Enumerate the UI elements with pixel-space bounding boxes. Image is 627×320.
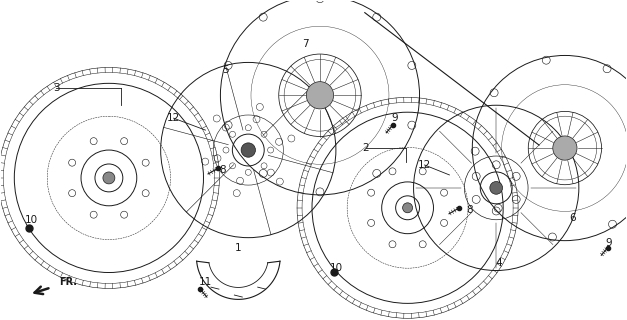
- Text: 10: 10: [24, 215, 38, 225]
- Text: 3: 3: [53, 83, 60, 93]
- Text: 9: 9: [606, 238, 612, 248]
- Text: 8: 8: [466, 205, 473, 215]
- Text: 1: 1: [235, 243, 241, 252]
- Text: 5: 5: [222, 65, 229, 76]
- Circle shape: [403, 203, 413, 213]
- Text: 4: 4: [496, 258, 502, 268]
- Text: FR.: FR.: [59, 277, 77, 287]
- Circle shape: [103, 172, 115, 184]
- Text: 12: 12: [167, 113, 180, 123]
- Text: 2: 2: [362, 143, 369, 153]
- Circle shape: [553, 136, 577, 160]
- Text: 11: 11: [199, 277, 212, 287]
- Text: 7: 7: [302, 38, 308, 49]
- Text: 8: 8: [219, 165, 226, 175]
- Circle shape: [490, 181, 503, 194]
- Text: 12: 12: [418, 160, 431, 170]
- Text: 9: 9: [391, 113, 398, 123]
- Text: 10: 10: [329, 262, 342, 273]
- Text: 6: 6: [569, 213, 576, 223]
- Circle shape: [307, 82, 334, 109]
- Circle shape: [241, 143, 255, 157]
